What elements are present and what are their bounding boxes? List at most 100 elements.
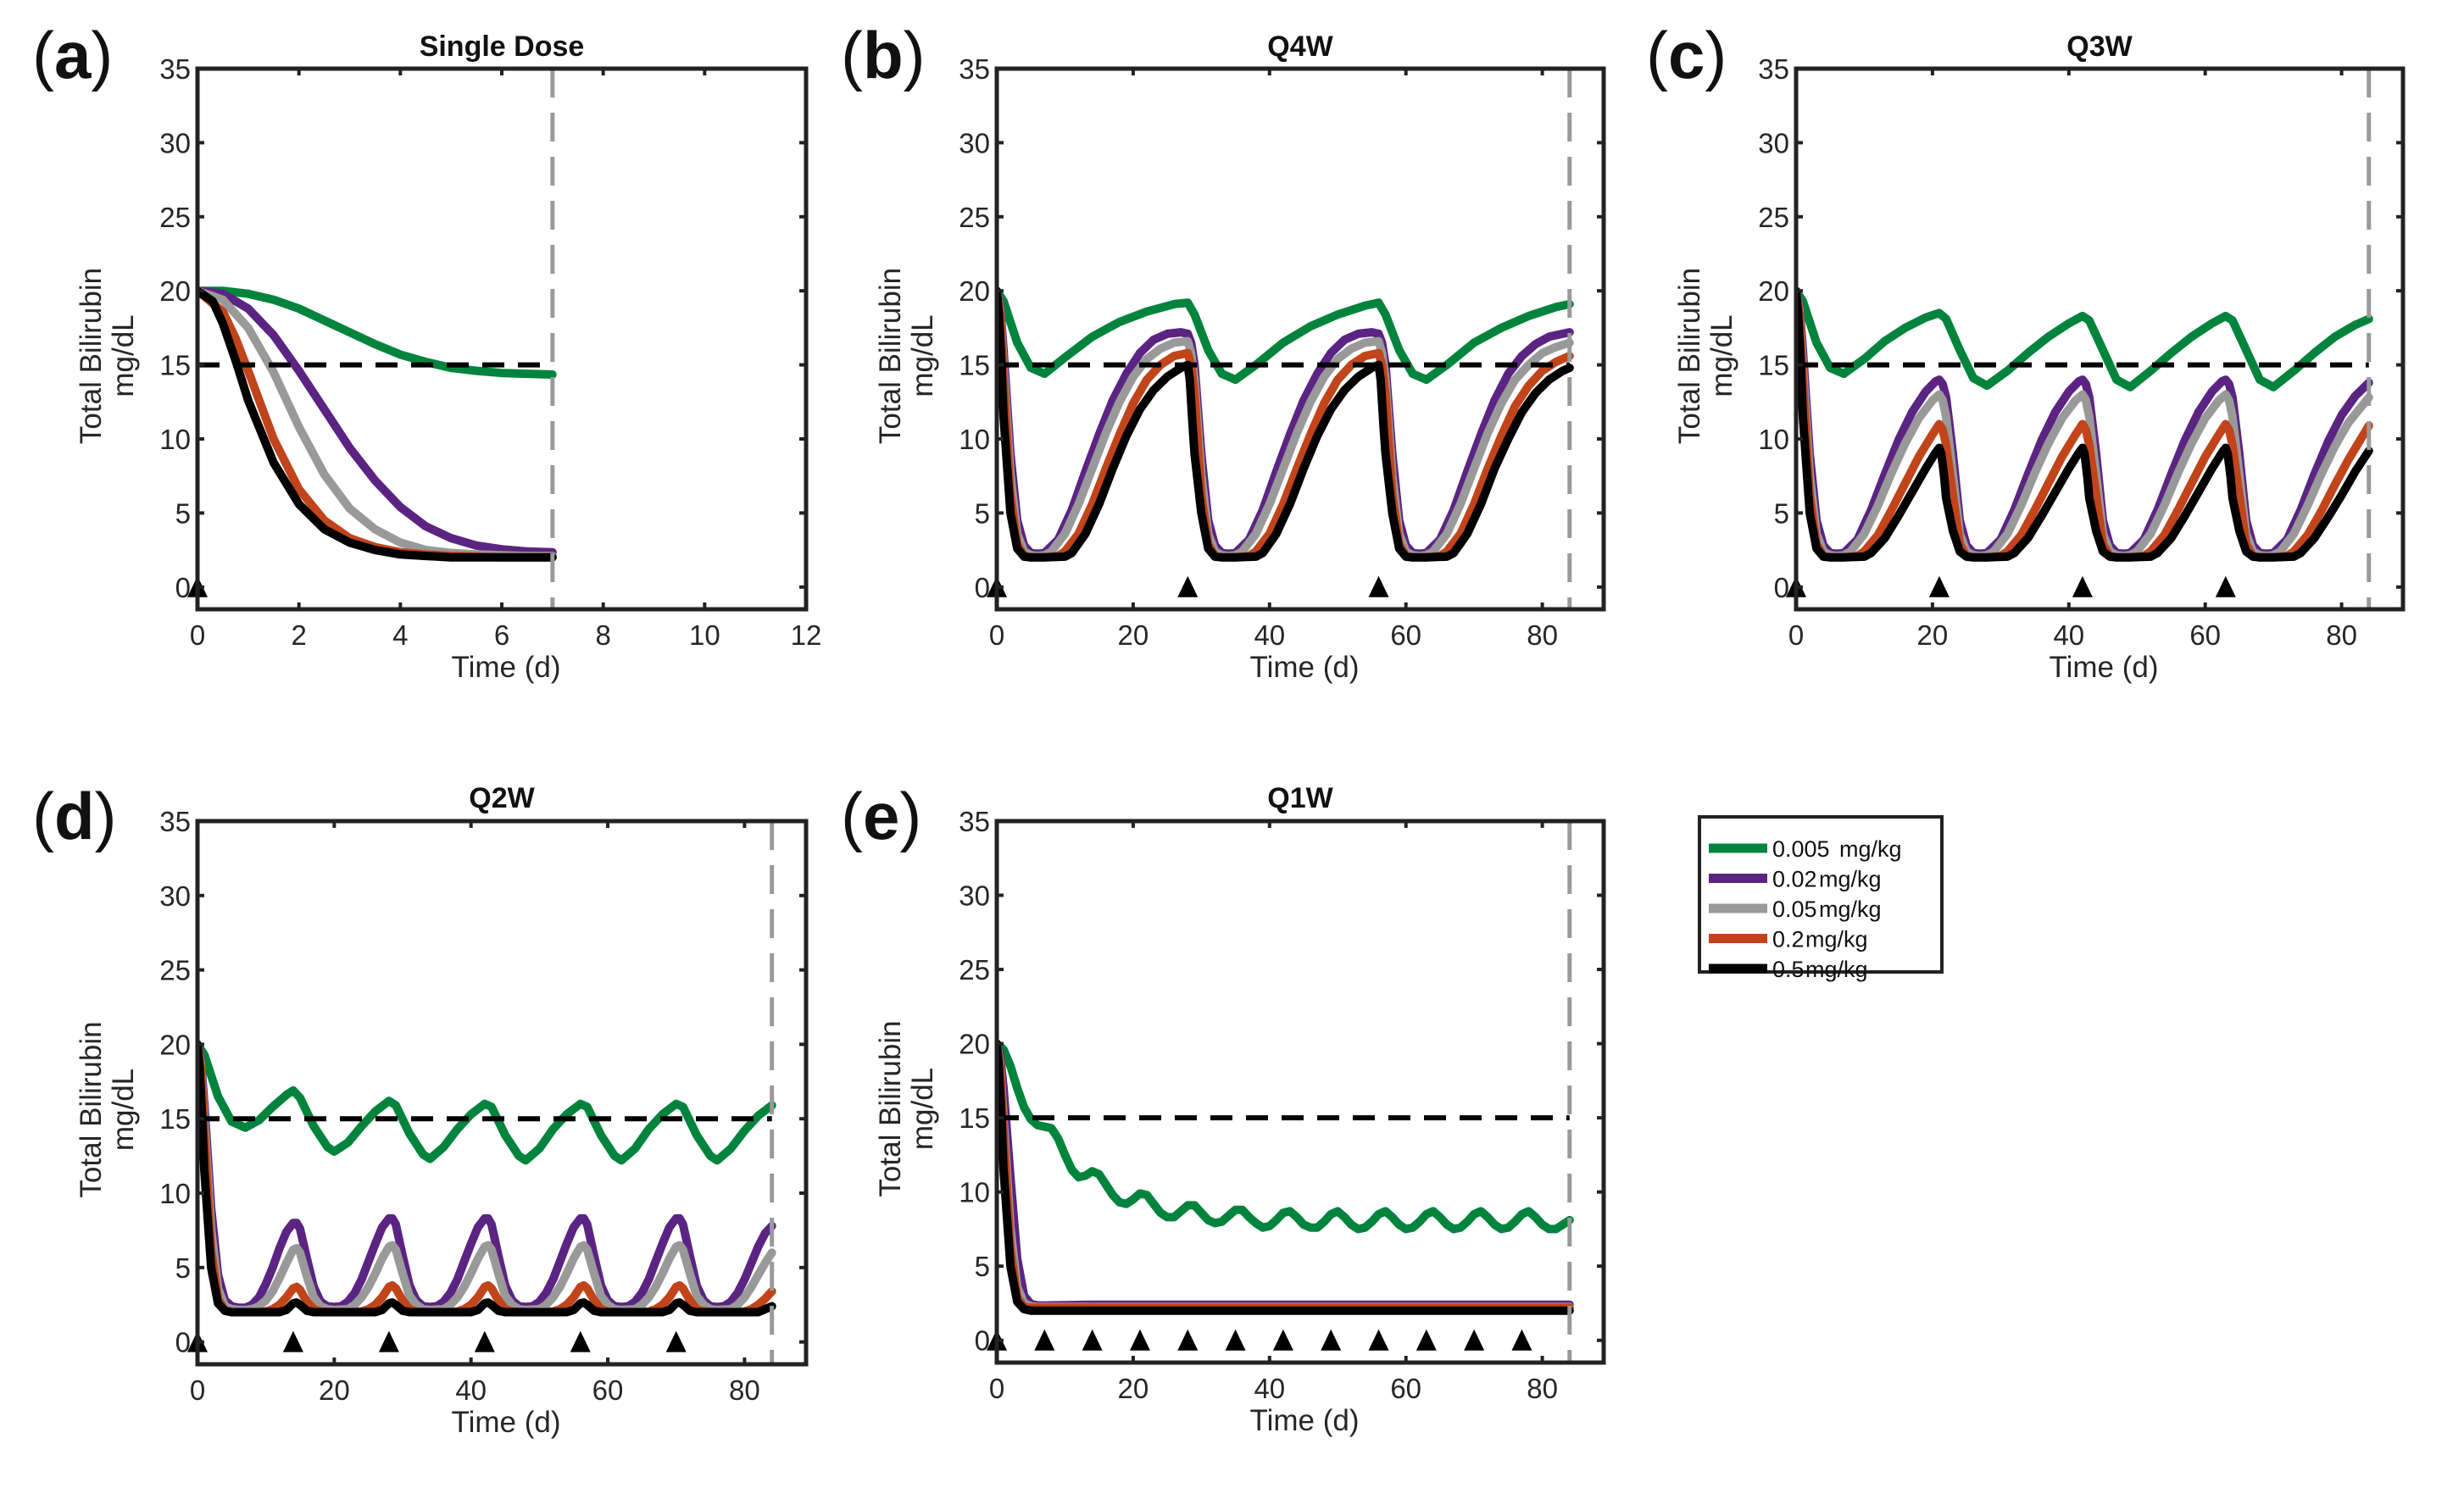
legend: 0.005 mg/kg0.02 mg/kg0.05 mg/kg0.2 mg/kg0.5 m… bbox=[1698, 815, 1944, 982]
y-tick-label: 15 bbox=[959, 1102, 990, 1134]
x-tick-label: 10 bbox=[689, 619, 720, 651]
axes-frame bbox=[1794, 66, 2406, 612]
series-line-0p5-mg-kg bbox=[1796, 286, 2373, 562]
dose-marker bbox=[2215, 575, 2236, 597]
series-line-0p05-mg-kg bbox=[997, 286, 1574, 561]
axes-frame bbox=[195, 66, 809, 612]
y-axis-label-line2: mg/dL bbox=[906, 314, 939, 397]
panel-letter: (a) bbox=[32, 18, 113, 92]
y-tick-label: 20 bbox=[959, 1029, 990, 1060]
y-tick-label: 0 bbox=[175, 572, 191, 603]
y-tick-label: 5 bbox=[175, 1252, 191, 1284]
y-tick-label: 0 bbox=[975, 1325, 990, 1357]
panel-letter: (e) bbox=[841, 779, 921, 853]
x-tick-label: 60 bbox=[2189, 619, 2221, 651]
y-tick-label: 30 bbox=[959, 127, 990, 158]
series-line-0p2-mg-kg bbox=[197, 1040, 776, 1317]
dose-marker bbox=[1129, 1329, 1150, 1351]
x-tick-label: 80 bbox=[1527, 619, 1558, 651]
dose-marker bbox=[1321, 1329, 1342, 1351]
y-tick-label: 30 bbox=[159, 880, 191, 912]
dose-marker bbox=[2072, 575, 2093, 597]
dose-marker bbox=[1177, 575, 1199, 597]
y-tick-label: 20 bbox=[159, 275, 191, 307]
y-axis-label-line2: mg/dL bbox=[107, 1069, 140, 1151]
panel-title: Q1W bbox=[1267, 782, 1333, 814]
y-tick-label: 10 bbox=[159, 424, 191, 455]
x-axis-label: Time (d) bbox=[1250, 651, 1360, 684]
panel-letter: (d) bbox=[32, 779, 117, 853]
x-tick-label: 60 bbox=[1390, 1373, 1421, 1404]
dose-marker bbox=[1225, 1329, 1246, 1351]
dose-marker bbox=[1034, 1329, 1055, 1351]
x-tick-label: 80 bbox=[2326, 619, 2357, 651]
x-tick-label: 80 bbox=[1527, 1373, 1558, 1404]
dose-marker bbox=[1368, 575, 1389, 597]
x-tick-label: 60 bbox=[592, 1374, 624, 1406]
x-tick-label: 0 bbox=[190, 619, 205, 651]
y-tick-label: 10 bbox=[1758, 424, 1789, 455]
y-tick-label: 20 bbox=[159, 1029, 191, 1060]
dose-marker bbox=[1416, 1329, 1437, 1351]
y-tick-label: 0 bbox=[1774, 572, 1789, 603]
plot-content bbox=[1796, 69, 2373, 609]
plot-area bbox=[997, 69, 1604, 609]
dose-marker bbox=[570, 1330, 591, 1352]
x-tick-label: 0 bbox=[190, 1374, 205, 1406]
x-tick-label: 0 bbox=[989, 619, 1004, 651]
x-axis-label: Time (d) bbox=[1250, 1404, 1360, 1437]
y-tick-label: 15 bbox=[159, 350, 191, 381]
x-tick-label: 20 bbox=[1917, 619, 1949, 651]
x-tick-label: 8 bbox=[595, 619, 610, 651]
y-tick-label: 30 bbox=[1758, 127, 1789, 158]
y-tick-label: 10 bbox=[159, 1178, 191, 1209]
x-tick-label: 6 bbox=[494, 619, 509, 651]
series-line-0p02-mg-kg bbox=[197, 286, 557, 557]
y-axis-label-line2: mg/dL bbox=[1705, 314, 1738, 397]
x-tick-label: 40 bbox=[1254, 619, 1285, 651]
axes-frame bbox=[195, 819, 809, 1367]
x-tick-label: 20 bbox=[319, 1374, 350, 1406]
x-tick-label: 20 bbox=[1118, 1373, 1149, 1404]
y-tick-label: 25 bbox=[959, 954, 990, 986]
y-tick-label: 15 bbox=[959, 350, 990, 381]
dose-marker bbox=[1272, 1329, 1293, 1351]
y-tick-label: 35 bbox=[1758, 53, 1789, 85]
plot-area bbox=[997, 821, 1604, 1363]
x-tick-label: 0 bbox=[1788, 619, 1804, 651]
x-tick-label: 40 bbox=[1254, 1373, 1285, 1404]
axes-frame bbox=[994, 66, 1606, 612]
dose-marker bbox=[1511, 1329, 1532, 1351]
legend-dose: 0.05 bbox=[1772, 897, 1817, 922]
dose-marker bbox=[1368, 1329, 1389, 1351]
y-tick-label: 25 bbox=[959, 202, 990, 233]
y-tick-label: 20 bbox=[959, 275, 990, 307]
y-axis-label-line2: mg/dL bbox=[107, 314, 140, 397]
series-line-0p02-mg-kg bbox=[197, 1040, 776, 1313]
plot-area bbox=[197, 69, 806, 609]
x-tick-label: 12 bbox=[791, 619, 822, 651]
y-tick-label: 30 bbox=[159, 127, 191, 158]
panel-d: (d) Q2W 0 5 10 15 20 25 30 35 0 20 40 60 80 Time (d) T… bbox=[32, 779, 809, 1439]
y-tick-label: 35 bbox=[959, 53, 990, 85]
plot-content bbox=[997, 69, 1574, 609]
y-tick-label: 10 bbox=[959, 1177, 990, 1208]
y-axis-label-line1: Total Bilirubin bbox=[1673, 268, 1706, 444]
series-line-0p5-mg-kg bbox=[997, 286, 1574, 562]
y-tick-label: 10 bbox=[959, 424, 990, 455]
series-line-0p5-mg-kg bbox=[197, 286, 557, 562]
dose-marker bbox=[378, 1330, 399, 1352]
x-tick-label: 0 bbox=[989, 1373, 1004, 1404]
y-tick-label: 5 bbox=[175, 497, 191, 529]
series-line-0p005-mg-kg bbox=[1796, 286, 2373, 391]
dose-marker bbox=[1464, 1329, 1485, 1351]
dose-marker bbox=[665, 1330, 687, 1352]
y-axis-label-line1: Total Bilirubin bbox=[75, 268, 108, 444]
dose-marker bbox=[1082, 1329, 1103, 1351]
panel-b: (b) Q4W 0 5 10 15 20 25 30 35 0 20 40 60 80 Time (d) T… bbox=[841, 18, 1606, 684]
series-line-0p5-mg-kg bbox=[997, 1039, 1574, 1315]
y-axis-label-line1: Total Bilirubin bbox=[874, 268, 907, 444]
series-line-0p2-mg-kg bbox=[997, 286, 1574, 562]
y-tick-label: 30 bbox=[959, 880, 990, 912]
